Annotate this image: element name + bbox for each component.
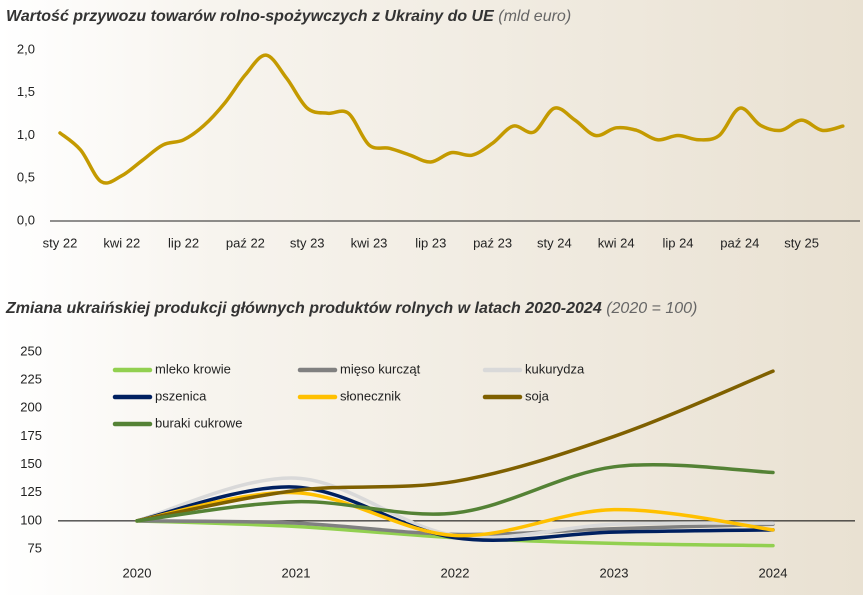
data-line	[58, 53, 845, 185]
title-text: Zmiana ukraińskiej produkcji głównych pr…	[5, 300, 602, 317]
y-tick-label: 1,0	[17, 127, 35, 142]
x-tick-label: kwi 23	[351, 235, 388, 250]
x-tick-label: 2021	[282, 565, 311, 580]
y-tick-label: 75	[28, 540, 42, 555]
x-tick-label: kwi 22	[103, 235, 140, 250]
x-tick-label: sty 23	[290, 235, 325, 250]
legend-label: słonecznik	[340, 388, 401, 403]
y-tick-label: 2,0	[17, 41, 35, 56]
chart-title: Wartość przywozu towarów rolno-spożywczy…	[6, 8, 571, 25]
y-tick-label: 125	[20, 484, 42, 499]
legend-label: buraki cukrowe	[155, 415, 242, 430]
y-tick-label: 0,5	[17, 170, 35, 185]
chart-title: Zmiana ukraińskiej produkcji głównych pr…	[5, 300, 697, 317]
x-tick-label: paź 23	[473, 235, 512, 250]
x-tick-label: 2024	[759, 565, 788, 580]
data-line	[135, 369, 775, 523]
title-unit: (mld euro)	[498, 8, 571, 25]
x-tick-label: sty 24	[537, 235, 572, 250]
legend-label: mięso kurcząt	[340, 361, 421, 376]
y-tick-label: 0,0	[17, 212, 35, 227]
data-line	[135, 485, 775, 542]
legend-label: pszenica	[155, 388, 207, 403]
x-tick-label: sty 25	[784, 235, 819, 250]
x-tick-label: lip 24	[662, 235, 693, 250]
y-tick-label: 250	[20, 343, 42, 358]
x-tick-label: 2020	[123, 565, 152, 580]
title-text: Wartość przywozu towarów rolno-spożywczy…	[6, 8, 495, 25]
x-tick-label: lip 22	[168, 235, 199, 250]
legend-label: kukurydza	[525, 361, 585, 376]
x-tick-label: 2022	[441, 565, 470, 580]
y-tick-label: 200	[20, 400, 42, 415]
data-line	[135, 462, 775, 523]
x-tick-label: lip 23	[415, 235, 446, 250]
legend-label: soja	[525, 388, 550, 403]
y-tick-label: 175	[20, 428, 42, 443]
legend-label: mleko krowie	[155, 361, 231, 376]
x-tick-label: paź 24	[720, 235, 759, 250]
y-tick-label: 225	[20, 372, 42, 387]
data-line	[135, 490, 775, 538]
y-tick-label: 1,5	[17, 84, 35, 99]
x-tick-label: sty 22	[43, 235, 78, 250]
title-unit: (2020 = 100)	[606, 300, 697, 317]
x-tick-label: kwi 24	[598, 235, 635, 250]
x-tick-label: 2023	[600, 565, 629, 580]
y-tick-label: 150	[20, 456, 42, 471]
y-tick-label: 100	[20, 512, 42, 527]
x-tick-label: paź 22	[226, 235, 265, 250]
